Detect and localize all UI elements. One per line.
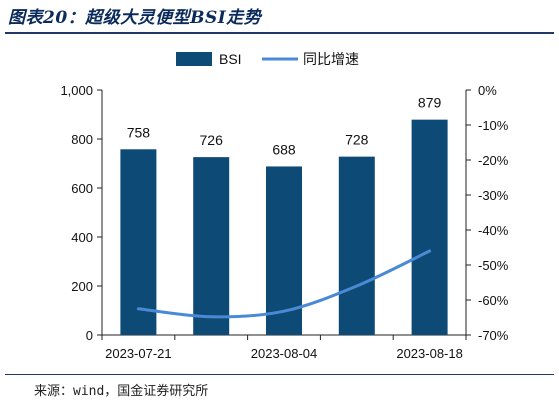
y-right-tick-label: -60% [478,293,509,308]
bar-bsi [338,156,375,335]
bar-data-label: 728 [345,132,369,148]
title-rule [5,32,554,34]
x-tick-label: 2023-08-18 [396,346,463,361]
y-right-tick-label: -30% [478,188,509,203]
y-left-tick-label: 200 [71,279,93,294]
bar-data-label: 758 [127,124,151,140]
y-right-tick-label: -10% [478,118,509,133]
bar-data-label: 688 [272,141,296,157]
footer-rule [5,374,554,375]
legend: BSI 同比增速 [176,51,359,67]
bar-data-label: 726 [200,132,224,148]
y-left-tick-label: 600 [71,181,93,196]
y-right-tick-label: 0% [478,83,497,98]
y-right-tick-label: -50% [478,258,509,273]
x-tick-label: 2023-08-04 [251,346,318,361]
y-left-tick-label: 400 [71,230,93,245]
legend-swatch-bsi [176,52,212,66]
y-right-tick-label: -70% [478,328,509,343]
figure-title: 图表20：超级大灵便型BSI走势 [8,8,262,28]
bar-data-label: 879 [418,95,442,111]
bar-series [120,119,448,336]
bar-bsi [411,119,448,336]
y-left-tick-label: 0 [86,328,93,343]
legend-label-yoy: 同比增速 [303,51,359,67]
y-left-tick-label: 1,000 [60,83,93,98]
x-tick-label: 2023-07-21 [105,346,172,361]
y-right-tick-label: -40% [478,223,509,238]
bar-data-labels: 758 726 688 728 879 [127,95,442,158]
legend-label-bsi: BSI [219,51,242,67]
line-series [136,249,432,319]
bar-bsi [193,157,230,335]
y-right-tick-label: -20% [478,153,509,168]
y-left-tick-label: 800 [71,132,93,147]
source-note: 来源：wind，国金证券研究所 [34,384,209,399]
axes: 0 200 400 600 800 1,000 0% -10% -20% -30% -40% -50%… [60,83,508,361]
line-yoy-growth [136,249,432,319]
bar-bsi [120,149,157,335]
